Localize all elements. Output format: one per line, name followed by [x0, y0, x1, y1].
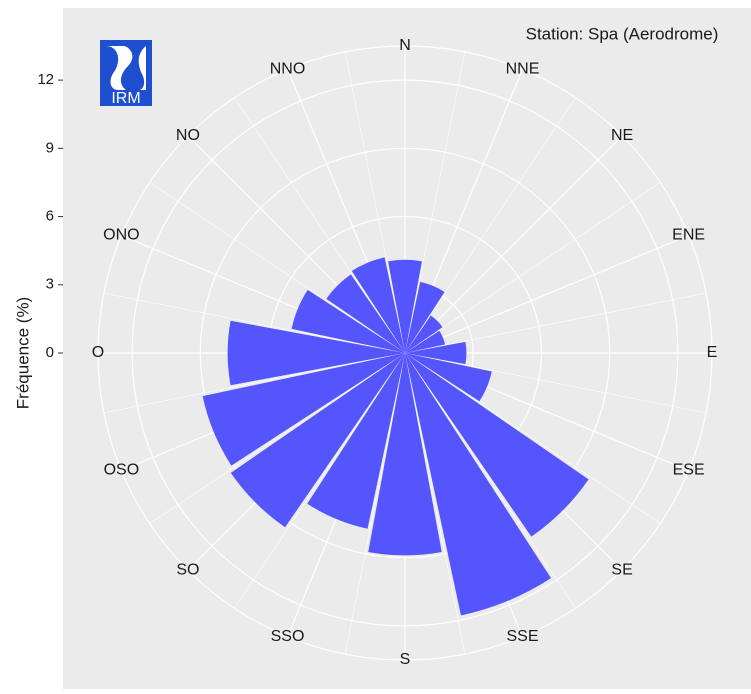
- spoke: [103, 292, 406, 354]
- spoke: [103, 352, 406, 414]
- direction-label: NNE: [506, 61, 540, 78]
- bar: [405, 315, 443, 353]
- bar: [230, 353, 405, 528]
- bar: [405, 330, 446, 353]
- direction-label: E: [707, 344, 718, 361]
- bar: [405, 341, 467, 365]
- direction-label: ENE: [672, 227, 705, 244]
- spoke: [404, 97, 576, 354]
- bar: [368, 353, 442, 556]
- bar: [388, 259, 422, 353]
- bar: [307, 353, 405, 529]
- bar: [405, 281, 445, 353]
- direction-label: SSO: [271, 628, 305, 645]
- spoke: [404, 352, 707, 414]
- spoke: [404, 51, 466, 354]
- direction-label: O: [92, 344, 104, 361]
- direction-label: ESE: [673, 462, 705, 479]
- direction-label: S: [400, 651, 411, 668]
- grid-circle: [131, 79, 679, 627]
- direction-label: N: [399, 37, 411, 54]
- spoke: [234, 97, 406, 354]
- direction-label: SE: [611, 561, 632, 578]
- spoke: [149, 352, 406, 524]
- bar: [202, 353, 405, 466]
- spoke: [404, 352, 466, 655]
- bar: [326, 274, 405, 353]
- grid-circle: [199, 147, 611, 559]
- logo-text: IRM: [111, 90, 140, 107]
- outer-circle: [97, 45, 713, 661]
- y-tick-label: 0: [46, 344, 54, 361]
- direction-label: SSE: [506, 628, 538, 645]
- spoke: [344, 51, 406, 354]
- spoke: [404, 135, 623, 354]
- annotation: Station: Spa (Aerodrome): [526, 24, 719, 43]
- spoke: [149, 182, 406, 354]
- spoke: [404, 182, 661, 354]
- spoke: [234, 352, 406, 609]
- bar: [405, 353, 552, 616]
- y-axis-title: Fréquence (%): [13, 297, 32, 409]
- direction-label: OSO: [104, 462, 140, 479]
- bar: [227, 320, 405, 386]
- spoke: [344, 352, 406, 655]
- direction-label: NNO: [270, 61, 306, 78]
- direction-label: ONO: [103, 227, 139, 244]
- bar: [405, 353, 492, 402]
- logo-shape: [106, 46, 133, 90]
- bar: [351, 257, 405, 353]
- bar: [405, 353, 589, 537]
- y-tick-label: 6: [46, 208, 54, 225]
- y-tick-label: 12: [37, 71, 54, 88]
- direction-label: NO: [176, 127, 200, 144]
- logo-shape: [138, 46, 146, 90]
- spoke: [404, 352, 661, 524]
- direction-label: NE: [611, 127, 633, 144]
- y-tick-label: 9: [46, 139, 54, 156]
- logo: IRM: [100, 40, 152, 107]
- direction-label: SO: [176, 561, 199, 578]
- spoke: [404, 352, 576, 609]
- spoke: [404, 292, 707, 354]
- bar: [291, 289, 405, 353]
- y-tick-label: 3: [46, 276, 54, 293]
- spoke: [404, 234, 689, 354]
